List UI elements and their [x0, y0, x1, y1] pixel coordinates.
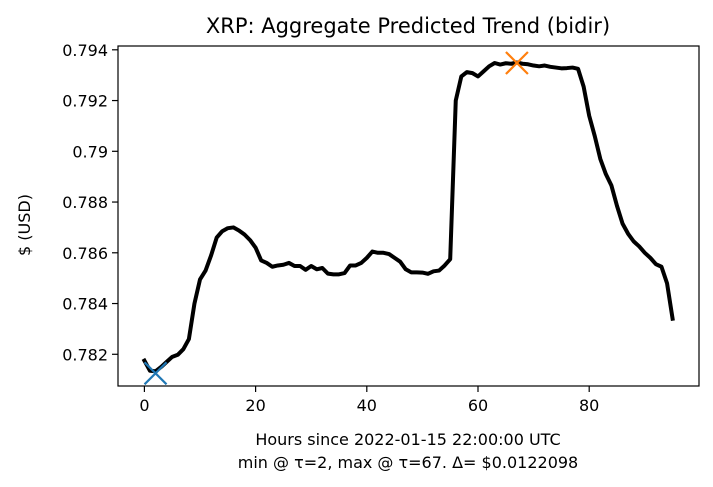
- x-axis-sublabel: min @ τ=2, max @ τ=67. Δ= $0.0122098: [238, 453, 578, 472]
- y-tick-label: 0.788: [62, 193, 108, 212]
- plot-area: [117, 45, 700, 387]
- x-tick-label: 80: [579, 396, 599, 415]
- y-tick-label: 0.782: [62, 345, 108, 364]
- y-axis: 0.782 0.784 0.786 0.788 0.79 0.792 0.794: [62, 41, 118, 364]
- x-tick-label: 40: [357, 396, 377, 415]
- y-tick-label: 0.786: [62, 244, 108, 263]
- y-tick-label: 0.79: [72, 142, 108, 161]
- series-line-0: [141, 60, 675, 374]
- x-tick-label: 0: [139, 396, 149, 415]
- min-marker-stroke-b: [143, 361, 168, 386]
- y-axis-label: $ (USD): [15, 194, 34, 256]
- min-marker: [143, 361, 168, 386]
- y-tick-label: 0.792: [62, 92, 108, 111]
- max-marker: [505, 51, 529, 75]
- y-tick-label: 0.784: [62, 295, 108, 314]
- x-axis-label: Hours since 2022-01-15 22:00:00 UTC: [255, 430, 560, 449]
- chart-title: XRP: Aggregate Predicted Trend (bidir): [206, 14, 610, 38]
- x-tick-label: 20: [245, 396, 265, 415]
- max-marker-stroke-b: [505, 51, 529, 75]
- x-tick-label: 60: [468, 396, 488, 415]
- x-axis: 0 20 40 60 80: [139, 386, 599, 415]
- plot-frame: [117, 45, 700, 387]
- y-tick-label: 0.794: [62, 41, 108, 60]
